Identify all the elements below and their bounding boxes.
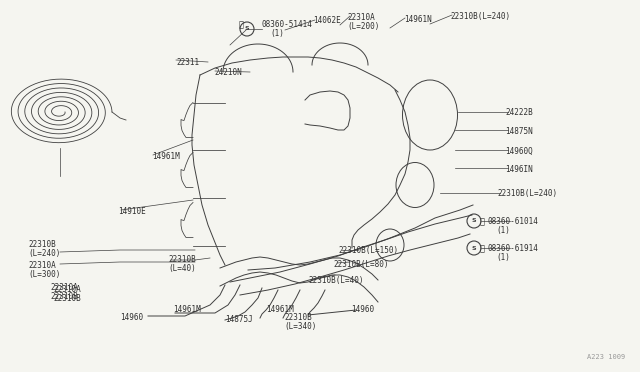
Text: 22310B(L=240): 22310B(L=240) — [497, 189, 557, 198]
Text: (L=40): (L=40) — [168, 264, 196, 273]
Text: 22310A: 22310A — [347, 13, 375, 22]
Text: 14062E: 14062E — [313, 16, 340, 25]
Text: 22310B(L=240): 22310B(L=240) — [450, 12, 510, 21]
Text: 24210N: 24210N — [214, 68, 242, 77]
Text: (1): (1) — [496, 253, 510, 262]
Text: (L=240): (L=240) — [28, 249, 60, 258]
Text: (1): (1) — [496, 226, 510, 235]
Text: S: S — [244, 26, 250, 32]
Text: Ⓢ: Ⓢ — [480, 217, 485, 226]
Text: 22310B(L=150): 22310B(L=150) — [338, 246, 398, 255]
Text: 22310B(L=80): 22310B(L=80) — [333, 260, 388, 269]
Text: 22310A: 22310A — [53, 285, 81, 294]
Text: 22310B: 22310B — [28, 240, 56, 249]
Text: 22310A: 22310A — [50, 283, 77, 292]
Text: Ⓢ: Ⓢ — [239, 20, 244, 29]
Text: 22310B: 22310B — [53, 294, 81, 303]
Text: (L=340): (L=340) — [284, 322, 316, 331]
Text: 22310B: 22310B — [284, 313, 312, 322]
Text: 14960Q: 14960Q — [505, 147, 532, 156]
Text: 14961M: 14961M — [152, 152, 180, 161]
Text: (L=200): (L=200) — [347, 22, 380, 31]
Text: 14961M: 14961M — [173, 305, 201, 314]
Text: 22311: 22311 — [176, 58, 199, 67]
Text: 14961M: 14961M — [266, 305, 294, 314]
Text: 14910E: 14910E — [118, 207, 146, 216]
Text: 24222B: 24222B — [505, 108, 532, 117]
Text: (L=300): (L=300) — [28, 270, 60, 279]
Text: 1496IN: 1496IN — [505, 165, 532, 174]
Text: 22310B: 22310B — [50, 292, 77, 301]
Text: 22310B(L=40): 22310B(L=40) — [308, 276, 364, 285]
Text: 14875J: 14875J — [225, 315, 253, 324]
Text: 08360-61914: 08360-61914 — [487, 244, 538, 253]
Text: 22310A: 22310A — [28, 261, 56, 270]
Text: S: S — [472, 218, 476, 224]
Text: S: S — [472, 246, 476, 250]
Text: 14960: 14960 — [351, 305, 374, 314]
Text: 14960: 14960 — [120, 313, 143, 322]
Text: 14875N: 14875N — [505, 127, 532, 136]
Text: 08360-61014: 08360-61014 — [487, 217, 538, 226]
Text: 08360-51414: 08360-51414 — [262, 20, 313, 29]
Text: Ⓢ: Ⓢ — [480, 244, 485, 253]
Text: (1): (1) — [270, 29, 284, 38]
Text: 22310B: 22310B — [168, 255, 196, 264]
Text: 14961N: 14961N — [404, 15, 432, 24]
Text: A223 1009: A223 1009 — [587, 354, 625, 360]
